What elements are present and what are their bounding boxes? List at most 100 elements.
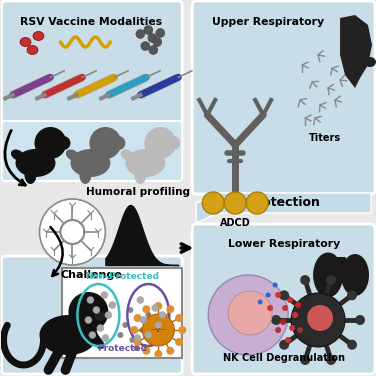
Ellipse shape [27, 45, 38, 55]
Circle shape [297, 327, 303, 333]
Circle shape [266, 293, 271, 297]
Circle shape [101, 291, 108, 299]
Text: Challenge: Challenge [61, 270, 122, 280]
FancyBboxPatch shape [192, 1, 375, 194]
Circle shape [155, 321, 162, 329]
Circle shape [347, 290, 357, 300]
Circle shape [292, 312, 298, 318]
Ellipse shape [125, 149, 165, 177]
Circle shape [97, 324, 104, 332]
Circle shape [39, 199, 105, 265]
Circle shape [154, 350, 162, 358]
Circle shape [178, 326, 186, 334]
Circle shape [166, 347, 174, 355]
Circle shape [175, 338, 183, 346]
Circle shape [295, 302, 301, 308]
Circle shape [145, 332, 152, 338]
Circle shape [35, 127, 67, 159]
Ellipse shape [341, 254, 369, 296]
Polygon shape [340, 15, 372, 88]
Ellipse shape [24, 166, 36, 184]
Circle shape [175, 314, 183, 322]
FancyBboxPatch shape [2, 256, 182, 374]
Circle shape [137, 297, 144, 303]
Circle shape [300, 275, 310, 285]
Text: Upper Respiratory: Upper Respiratory [212, 17, 324, 27]
Circle shape [152, 305, 159, 311]
Text: Titers: Titers [309, 133, 341, 143]
Text: ADCD: ADCD [220, 218, 250, 228]
Circle shape [228, 291, 272, 335]
Circle shape [133, 345, 139, 351]
Text: Non-Protected: Non-Protected [85, 272, 159, 281]
Text: NK Cell Degranulation: NK Cell Degranulation [223, 353, 345, 363]
Circle shape [148, 33, 157, 42]
Circle shape [68, 292, 108, 332]
Text: ~v~: ~v~ [150, 327, 166, 333]
Circle shape [136, 29, 145, 38]
Ellipse shape [39, 315, 97, 355]
Circle shape [117, 332, 123, 338]
Circle shape [280, 319, 286, 325]
Ellipse shape [134, 166, 146, 184]
Circle shape [143, 305, 150, 313]
Ellipse shape [15, 149, 55, 177]
Text: Humoral profiling: Humoral profiling [86, 187, 190, 197]
FancyBboxPatch shape [336, 257, 346, 274]
Text: RSV Vaccine Modalities: RSV Vaccine Modalities [20, 17, 162, 27]
Circle shape [133, 338, 141, 346]
Circle shape [166, 305, 174, 313]
Circle shape [144, 26, 153, 35]
FancyBboxPatch shape [2, 1, 182, 124]
Ellipse shape [70, 149, 111, 177]
Circle shape [85, 317, 92, 323]
Circle shape [111, 136, 125, 150]
Circle shape [141, 41, 150, 50]
Text: Protected: Protected [97, 344, 147, 353]
Ellipse shape [33, 32, 44, 41]
Circle shape [291, 293, 345, 347]
Circle shape [285, 337, 291, 343]
Circle shape [267, 305, 273, 311]
Circle shape [87, 297, 94, 303]
Ellipse shape [94, 311, 106, 320]
Circle shape [159, 311, 166, 318]
Circle shape [347, 340, 357, 350]
Circle shape [273, 282, 277, 288]
Circle shape [208, 275, 288, 355]
FancyBboxPatch shape [192, 224, 375, 374]
Circle shape [139, 327, 146, 333]
Circle shape [289, 325, 295, 331]
Circle shape [275, 292, 281, 298]
Circle shape [224, 192, 246, 214]
Circle shape [246, 192, 268, 214]
Circle shape [355, 315, 365, 325]
Circle shape [130, 326, 138, 334]
FancyBboxPatch shape [2, 121, 182, 181]
Ellipse shape [364, 57, 376, 67]
Circle shape [56, 136, 70, 150]
Circle shape [102, 335, 109, 341]
Ellipse shape [313, 253, 343, 297]
Circle shape [275, 327, 281, 333]
Circle shape [166, 136, 180, 150]
Polygon shape [196, 193, 371, 223]
Circle shape [279, 340, 289, 350]
Ellipse shape [121, 149, 134, 161]
Circle shape [153, 38, 162, 47]
Circle shape [127, 307, 133, 313]
Circle shape [122, 322, 128, 328]
Ellipse shape [11, 149, 24, 161]
FancyBboxPatch shape [62, 268, 182, 358]
Circle shape [300, 355, 310, 365]
Circle shape [140, 317, 147, 323]
Circle shape [287, 297, 293, 303]
Circle shape [143, 347, 150, 355]
Ellipse shape [20, 38, 31, 47]
Ellipse shape [79, 166, 91, 184]
Circle shape [129, 337, 135, 343]
Circle shape [326, 275, 336, 285]
Circle shape [154, 302, 162, 310]
Circle shape [135, 315, 141, 321]
Circle shape [89, 127, 121, 159]
